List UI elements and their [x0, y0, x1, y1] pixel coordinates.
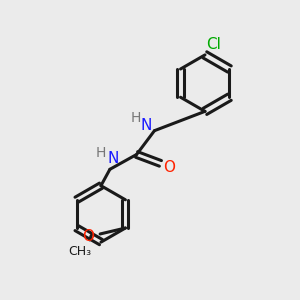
- Text: O: O: [163, 160, 175, 175]
- Text: H: H: [96, 146, 106, 160]
- Text: CH₃: CH₃: [69, 245, 92, 258]
- Text: N: N: [107, 152, 118, 166]
- Text: O: O: [82, 229, 94, 244]
- Text: N: N: [140, 118, 152, 133]
- Text: Cl: Cl: [206, 37, 221, 52]
- Text: H: H: [131, 111, 141, 125]
